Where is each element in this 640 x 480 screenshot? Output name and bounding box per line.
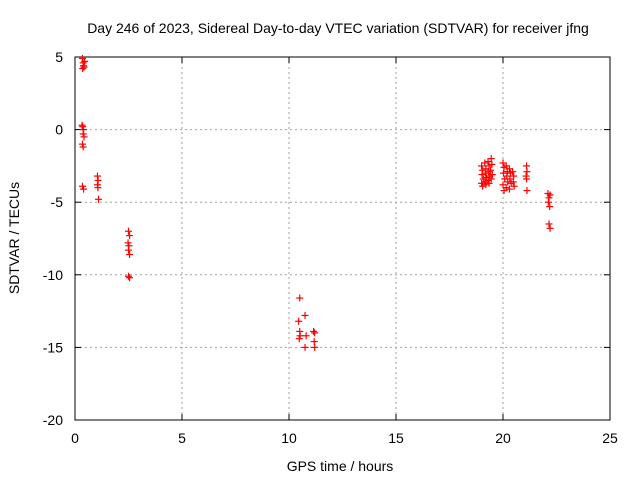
x-tick-label: 10: [281, 430, 297, 446]
y-tick-label: -20: [43, 412, 63, 428]
x-tick-label: 20: [495, 430, 511, 446]
data-point: [78, 121, 86, 129]
data-point: [509, 168, 517, 176]
data-point: [481, 159, 489, 167]
data-point: [545, 220, 553, 228]
data-point: [302, 332, 310, 340]
data-point: [311, 343, 319, 351]
data-point: [546, 224, 554, 232]
x-tick-label: 25: [602, 430, 618, 446]
y-axis-label: SDTVAR / TECUs: [6, 182, 22, 294]
data-point: [81, 57, 89, 65]
data-point: [544, 198, 552, 206]
data-point: [487, 175, 495, 183]
x-tick-label: 15: [388, 430, 404, 446]
data-point: [482, 181, 490, 189]
data-point: [95, 195, 103, 203]
x-tick-label: 5: [178, 430, 186, 446]
data-point: [311, 329, 319, 337]
data-point: [296, 294, 304, 302]
data-point: [126, 250, 134, 258]
data-point: [478, 171, 486, 179]
plot-frame: [74, 56, 611, 421]
data-point: [523, 187, 531, 195]
data-point: [546, 203, 554, 211]
x-tick-label: 0: [71, 430, 79, 446]
data-point: [80, 133, 88, 141]
data-point: [125, 246, 132, 254]
data-point: [295, 317, 303, 325]
y-tick-labels: -20 -15 -10 -5 0 5: [43, 49, 63, 428]
data-point: [80, 63, 88, 71]
data-point: [126, 232, 134, 240]
data-point: [485, 179, 493, 187]
data-point: [488, 171, 496, 179]
x-tick-labels: 0 5 10 15 20 25: [71, 430, 618, 446]
data-point: [546, 191, 554, 199]
data-point: [295, 335, 303, 343]
data-point: [502, 184, 510, 192]
data-point: [301, 343, 309, 351]
chart-title: Day 246 of 2023, Sidereal Day-to-day VTE…: [87, 20, 589, 36]
data-point: [487, 166, 495, 174]
data-point: [510, 182, 518, 190]
data-point: [79, 65, 87, 73]
data-point: [488, 160, 496, 168]
data-point: [93, 172, 101, 180]
data-point: [125, 272, 132, 280]
data-point: [79, 143, 87, 151]
data-point: [509, 178, 517, 186]
data-point: [505, 185, 513, 193]
data-point: [481, 169, 489, 177]
y-tick-label: -15: [43, 339, 63, 355]
data-point: [80, 185, 88, 193]
data-point: [310, 327, 318, 335]
data-point: [126, 274, 134, 282]
data-point: [523, 168, 531, 176]
data-points: [78, 54, 554, 351]
grid: [75, 57, 610, 420]
data-point: [125, 227, 132, 235]
data-point: [523, 175, 531, 183]
y-tick-label: -5: [51, 194, 64, 210]
data-point: [94, 176, 102, 184]
y-tick-label: -10: [43, 267, 63, 283]
y-tick-label: 5: [55, 49, 63, 65]
data-point: [301, 311, 309, 319]
data-point: [94, 184, 102, 192]
y-tick-label: 0: [55, 122, 63, 138]
data-point: [479, 182, 487, 190]
x-axis-label: GPS time / hours: [287, 458, 394, 474]
data-point: [487, 155, 495, 163]
